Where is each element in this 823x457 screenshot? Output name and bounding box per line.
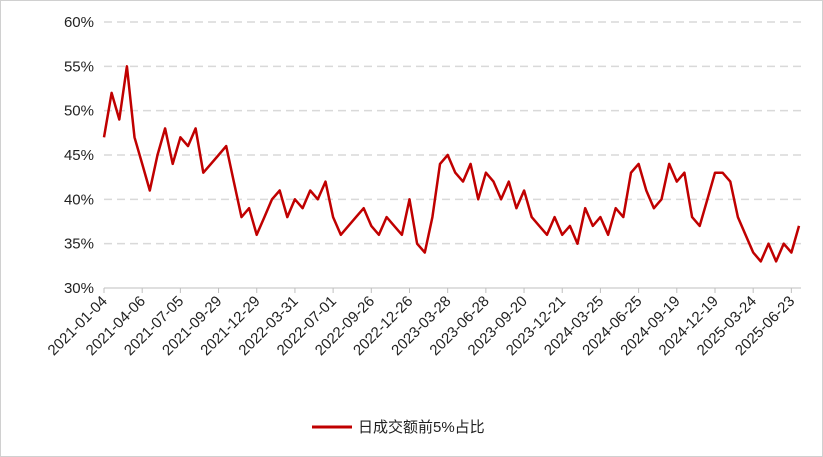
legend-label: 日成交额前5%占比 [358,418,485,436]
y-tick-label: 40% [64,191,94,208]
y-tick-label: 30% [64,280,94,297]
line-series [102,65,801,263]
y-tick-label: 60% [64,14,94,31]
y-tick-label: 35% [64,236,94,253]
y-tick-label: 45% [64,147,94,164]
y-tick-label: 55% [64,58,94,75]
y-tick-label: 50% [64,103,94,120]
